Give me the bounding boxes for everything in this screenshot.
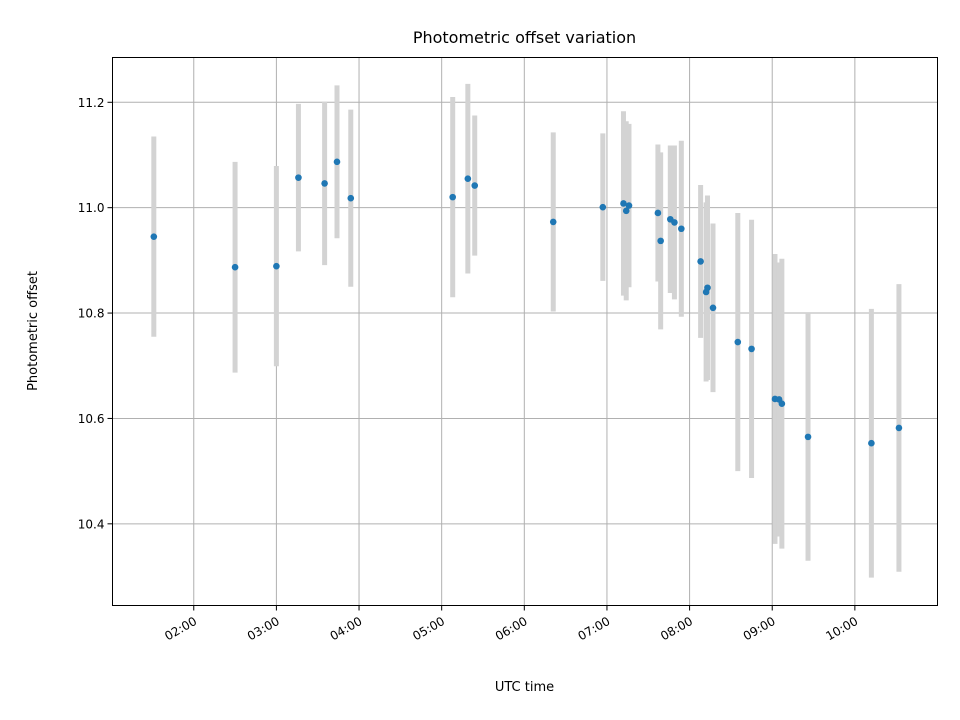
data-point [678, 225, 685, 233]
y-tick-label: 11.0 [78, 201, 105, 215]
data-point [895, 424, 903, 432]
data-point [734, 338, 742, 346]
data-point [622, 207, 630, 215]
plot-frame [112, 57, 938, 606]
data-point [654, 209, 662, 217]
x-tick-label: 04:00 [328, 614, 365, 643]
x-tick-label: 02:00 [162, 614, 199, 643]
data-point [599, 203, 607, 211]
data-point [704, 284, 711, 292]
y-tick-label: 11.2 [78, 96, 105, 110]
data-point [231, 263, 239, 271]
data-point [150, 233, 158, 240]
x-axis-label: UTC time [495, 680, 554, 695]
y-tick-label: 10.4 [78, 517, 105, 531]
data-point [333, 158, 341, 166]
data-point [625, 202, 633, 209]
data-point [748, 345, 755, 353]
x-tick-label: 03:00 [245, 614, 282, 643]
y-axis-label: Photometric offset [26, 271, 41, 391]
x-tick-label: 05:00 [410, 614, 447, 643]
data-point [347, 194, 355, 202]
data-point [804, 433, 812, 441]
data-point [657, 237, 664, 245]
x-tick-label: 09:00 [741, 614, 778, 643]
y-tick-label: 10.6 [78, 412, 105, 426]
data-point [549, 218, 557, 226]
data-point [321, 180, 328, 187]
data-point [273, 262, 280, 270]
data-point [471, 182, 479, 189]
x-tick-label: 10:00 [823, 614, 860, 643]
x-tick-label: 06:00 [493, 614, 530, 643]
data-point [709, 304, 717, 312]
error-bars [151, 83, 902, 578]
data-point [464, 175, 472, 182]
y-tick-label: 10.8 [78, 307, 105, 321]
grid [112, 57, 938, 606]
x-tick-label: 08:00 [658, 614, 695, 643]
data-point [778, 400, 786, 407]
data-point [295, 174, 302, 181]
data-points [150, 158, 903, 447]
data-point [671, 219, 678, 226]
chart-title: Photometric offset variation [413, 28, 636, 47]
data-point [620, 200, 627, 207]
data-point [697, 258, 704, 265]
data-point [449, 193, 456, 201]
data-point [868, 439, 875, 447]
x-tick-label: 07:00 [575, 614, 612, 643]
